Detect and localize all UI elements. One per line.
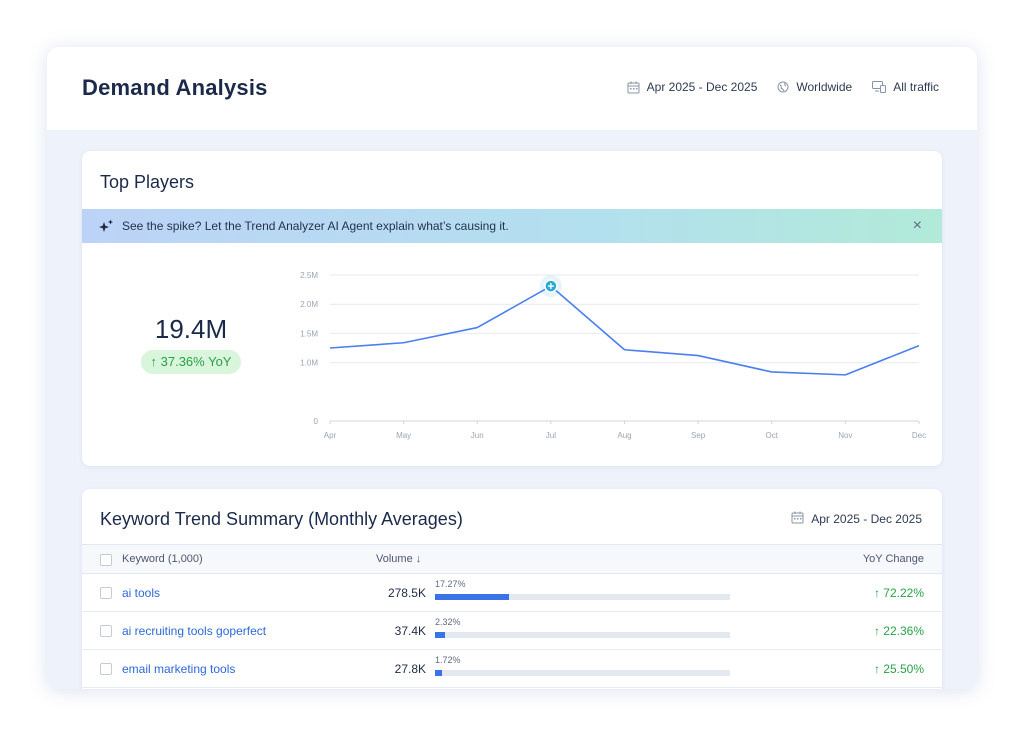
yoy-change-value: ↑ 22.36% [873,624,924,638]
y-tick-label: 0 [314,417,319,426]
share-bar-fill [435,670,443,676]
table-header: Keyword (1,000) Volume ↓ YoY Change [82,544,942,574]
keyword-link[interactable]: ai tools [122,586,161,600]
sparkle-icon [99,219,114,233]
x-tick-label: Sep [691,431,706,440]
data-point [697,354,699,356]
keyword-table: Keyword (1,000) Volume ↓ YoY Change ai t… [82,544,942,688]
banner-text: See the spike? Let the Trend Analyzer AI… [122,219,509,233]
demand-analysis-panel: Demand Analysis Apr 2025 - Dec 2025 Worl… [47,47,977,689]
x-tick-label: Jul [546,431,556,440]
table-row: email marketing tools 27.8K 1.72% ↑ 25.5… [82,650,942,688]
column-volume[interactable]: Volume ↓ [376,553,422,565]
volume-value: 37.4K [394,624,426,638]
data-point [771,371,773,373]
x-tick-label: May [396,431,411,440]
share-bar [435,670,730,676]
share-percent: 1.72% [435,655,461,665]
row-checkbox[interactable] [100,587,112,599]
share-percent: 17.27% [435,579,466,589]
demand-line-chart: 0 1.0M 1.5M 2.0M 2.5M Apr May Jun Jul Aug Sep Oct No… [300,271,926,440]
data-point [329,347,331,349]
region-label: Worldwide [796,80,853,94]
calendar-icon [791,511,804,527]
total-volume-value: 19.4M [154,314,228,344]
volume-value: 27.8K [394,662,426,676]
devices-icon [872,81,887,93]
table-row: ai tools 278.5K 17.27% ↑ 72.22% [82,574,942,612]
data-point [476,326,478,328]
x-tick-label: Aug [617,431,631,440]
x-tick-label: Dec [912,431,926,440]
keyword-trend-card: Keyword Trend Summary (Monthly Averages)… [82,489,942,689]
keyword-link[interactable]: ai recruiting tools goperfect [122,624,267,638]
select-all-checkbox[interactable] [100,554,112,566]
data-point [402,342,404,344]
x-tick-label: Oct [766,431,779,440]
ai-agent-banner: See the spike? Let the Trend Analyzer AI… [82,209,942,243]
yoy-badge: ↑ 37.36% YoY [141,350,241,374]
table-row: ai recruiting tools goperfect 37.4K 2.32… [82,612,942,650]
keyword-link[interactable]: email marketing tools [122,662,236,676]
traffic-label: All traffic [893,80,939,94]
page-title: Demand Analysis [82,75,268,100]
y-tick-label: 1.5M [300,329,318,338]
calendar-icon [627,81,640,94]
traffic-filter[interactable]: All traffic [872,80,939,94]
header-filters: Apr 2025 - Dec 2025 Worldwide All traffi… [627,80,939,94]
share-bar [435,594,730,600]
date-range-filter[interactable]: Apr 2025 - Dec 2025 [627,80,758,94]
y-tick-label: 1.0M [300,359,318,368]
series-line [329,285,920,376]
yoy-change-value: ↑ 72.22% [873,586,924,600]
yoy-change-value: ↑ 25.50% [873,662,924,676]
x-tick-label: Nov [838,431,852,440]
summary-date-label: Apr 2025 - Dec 2025 [811,512,922,526]
share-bar [435,632,730,638]
region-filter[interactable]: Worldwide [777,80,852,94]
page-header: Demand Analysis Apr 2025 - Dec 2025 Worl… [47,47,977,130]
share-bar-fill [435,594,510,600]
close-icon[interactable]: × [912,217,922,234]
share-bar-fill [435,632,445,638]
keyword-summary-title: Keyword Trend Summary (Monthly Averages) [100,509,463,529]
date-range-label: Apr 2025 - Dec 2025 [646,80,758,94]
top-players-title: Top Players [100,172,195,192]
data-point [918,344,920,346]
y-tick-label: 2.5M [300,271,318,280]
y-tick-label: 2.0M [300,300,318,309]
data-point [844,374,846,376]
row-checkbox[interactable] [100,625,112,637]
row-checkbox[interactable] [100,663,112,675]
x-tick-label: Jun [471,431,484,440]
top-players-card: Top Players See the spike? Let the Trend… [82,151,942,466]
data-point [623,349,625,351]
column-yoy-change[interactable]: YoY Change [862,553,924,565]
globe-icon [777,81,789,93]
x-tick-label: Apr [324,431,337,440]
summary-date-filter[interactable]: Apr 2025 - Dec 2025 [791,511,922,527]
volume-value: 278.5K [387,586,426,600]
column-keyword[interactable]: Keyword (1,000) [122,553,203,565]
share-percent: 2.32% [435,617,461,627]
